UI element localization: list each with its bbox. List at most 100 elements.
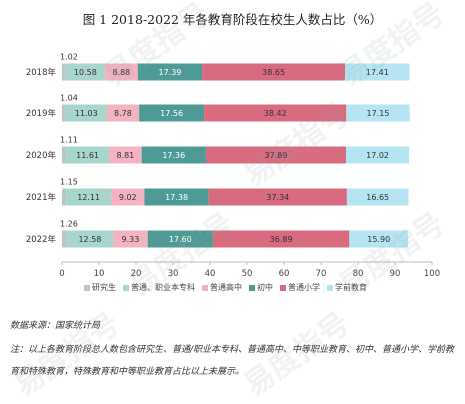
y-tick-label: 2022年 [26,234,57,245]
data-label: 17.56 [160,109,183,118]
data-label: 1.02 [60,53,78,62]
chart-legend: 研究生 普通、职业本专科 普通高中 初中 普通小学 学前教育 [84,282,454,293]
legend-swatch [280,284,286,291]
bar-segment [208,188,347,206]
bar-segment [62,188,67,206]
bar-segment [205,146,347,164]
y-tick-label: 2020年 [26,150,57,161]
data-label: 11.61 [76,151,99,160]
legend-item: 初中 [249,282,273,293]
bar-segment [66,188,112,206]
legend-label: 学前教育 [335,283,367,292]
data-label: 8.78 [114,109,132,118]
bar-segment [109,146,142,164]
data-label: 17.15 [367,109,390,118]
legend-swatch [202,284,208,291]
legend-label: 研究生 [92,283,116,292]
bar-segment [65,104,107,122]
footnote: 注：以上各教育阶段总人数包含研究生、普通/职业本专科、普通高中、中等职业教育、初… [10,345,455,377]
data-label: 9.02 [119,193,137,202]
bar-segment [66,146,110,164]
x-tick-label: 60 [279,269,290,279]
data-label: 17.39 [158,68,181,77]
x-tick-label: 70 [316,269,327,279]
bar-segment [62,230,67,248]
x-tick-label: 30 [168,269,179,279]
x-tick-label: 80 [353,269,364,279]
bar-segment [345,63,410,81]
data-label: 10.58 [74,68,97,77]
data-label: 9.33 [122,235,140,244]
data-source-note: 数据来源：国家统计局 [10,321,101,331]
bar-segment [202,63,346,81]
bar-segment [62,104,66,122]
y-tick-label: 2019年 [26,108,57,119]
x-tick-label: 20 [131,269,142,279]
bar-segment [65,63,105,81]
legend-swatch [123,284,129,291]
bar-segment [212,230,350,248]
x-tick-label: 50 [242,269,253,279]
bar-segment [137,63,203,81]
x-tick-label: 100 [424,269,440,279]
bar-segment [141,146,206,164]
data-label: 37.34 [266,193,289,202]
x-tick-label: 0 [59,269,64,279]
bar-segment [111,188,145,206]
bar-segment [346,104,410,122]
data-label: 38.42 [264,109,287,118]
bar-segment [349,230,409,248]
data-label: 1.04 [60,94,78,103]
data-label: 36.89 [270,235,293,244]
bar-segment [204,104,347,122]
data-label: 37.89 [265,151,288,160]
legend-label: 普通、职业本专科 [131,283,195,292]
legend-item: 普通、职业本专科 [123,282,195,293]
x-tick-label: 40 [205,269,216,279]
data-label: 12.11 [77,193,100,202]
bar-segment [346,188,409,206]
data-label: 17.41 [366,68,389,77]
data-label: 1.15 [60,178,78,187]
data-label: 1.11 [60,136,78,145]
bar-segment [104,63,138,81]
legend-swatch [84,284,90,291]
data-label: 17.36 [162,151,185,160]
x-tick-label: 10 [94,269,105,279]
data-label: 17.02 [366,151,389,160]
legend-item: 学前教育 [327,282,367,293]
legend-swatch [249,284,255,291]
legend-label: 普通高中 [210,283,242,292]
legend-label: 普通小学 [288,283,320,292]
bar-segment [66,230,114,248]
bar-segment [144,188,209,206]
y-tick-label: 2021年 [26,192,57,203]
legend-item: 普通小学 [280,282,320,293]
data-label: 17.38 [165,193,188,202]
data-label: 16.65 [366,193,389,202]
bar-segment [346,146,410,164]
data-label: 17.60 [169,235,192,244]
chart-title: 图 1 2018-2022 年各教育阶段在校生人数占比（%） [82,12,383,27]
bar-segment [62,63,66,81]
legend-item: 普通高中 [202,282,242,293]
data-label: 8.88 [112,68,130,77]
data-label: 38.65 [262,68,285,77]
data-label: 1.26 [60,220,78,229]
data-label: 11.03 [75,109,98,118]
legend-label: 初中 [257,283,273,292]
data-label: 8.81 [116,151,134,160]
bar-segment [139,104,205,122]
y-tick-label: 2018年 [26,67,57,78]
bar-segment [62,146,67,164]
legend-item: 研究生 [84,282,116,293]
bar-segment [113,230,148,248]
x-tick-label: 90 [390,269,401,279]
data-label: 12.58 [78,235,101,244]
legend-swatch [327,284,333,291]
bar-segment [147,230,213,248]
data-label: 15.90 [367,235,390,244]
bar-segment [106,104,140,122]
